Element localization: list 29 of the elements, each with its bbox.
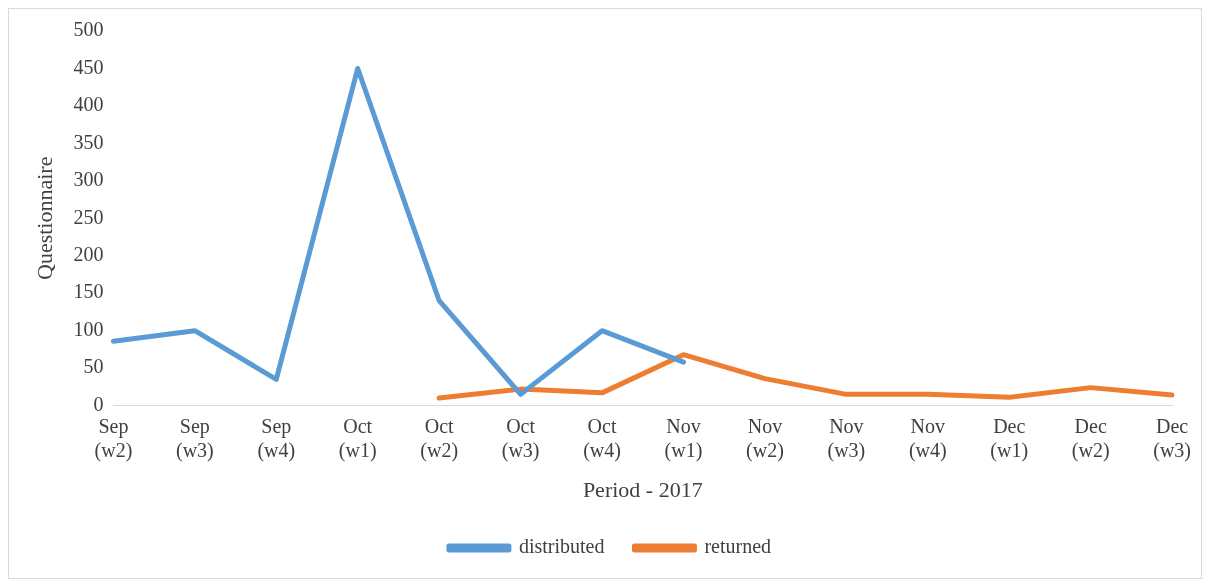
x-tick-label: Oct (w4) (583, 414, 621, 462)
x-tick-label: Oct (w1) (338, 414, 377, 462)
x-tick-label: Oct (w2) (420, 414, 459, 462)
x-tick-label: Sep (w4) (257, 414, 296, 462)
x-tick-label: Nov (w1) (664, 414, 703, 462)
y-tick-label: 350 (73, 130, 104, 153)
y-tick-label: 400 (73, 93, 104, 116)
y-tick-label: 450 (73, 55, 104, 78)
x-tick-label: Sep (w3) (175, 414, 214, 462)
legend-label: distributed (518, 535, 605, 558)
y-tick-label: 50 (83, 355, 104, 378)
y-tick-label: 0 (93, 392, 104, 415)
y-tick-label: 500 (73, 18, 104, 41)
y-tick-label: 300 (73, 168, 104, 191)
y-tick-label: 250 (73, 205, 104, 228)
y-axis-title: Questionnaire (31, 156, 57, 280)
y-tick-label: 100 (73, 317, 104, 340)
y-tick-label: 150 (73, 280, 104, 303)
x-axis-title: Period - 2017 (582, 476, 703, 502)
legend-label: returned (704, 535, 772, 558)
x-tick-label: Oct (w3) (501, 414, 540, 462)
x-tick-label: Dec (w1) (990, 414, 1029, 462)
x-tick-label: Dec (w2) (1071, 414, 1110, 462)
x-tick-label: Dec (w3) (1153, 414, 1191, 462)
y-tick-label: 200 (73, 243, 104, 266)
x-tick-label: Sep (w2) (94, 414, 133, 462)
x-tick-label: Nov (w4) (908, 414, 947, 462)
x-tick-label: Nov (w2) (746, 414, 784, 462)
x-tick-label: Nov (w3) (827, 414, 866, 462)
